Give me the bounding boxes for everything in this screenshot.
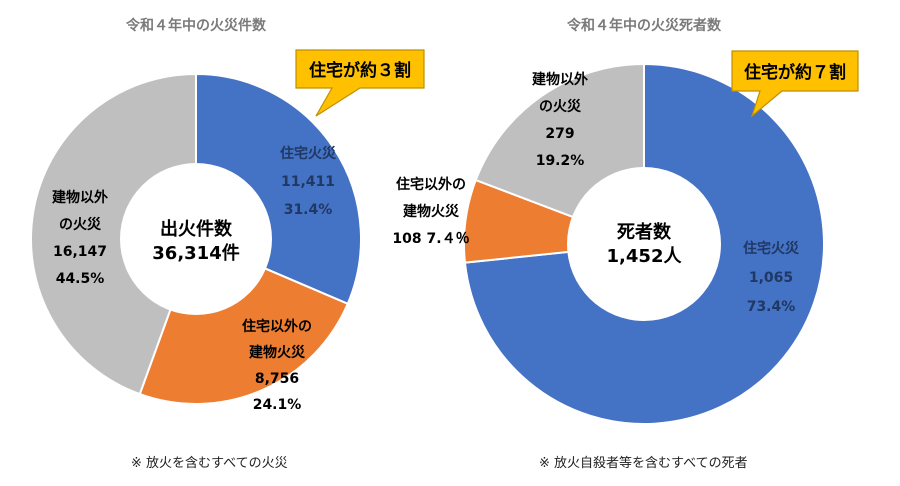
slice-label: 住宅火災 1,065 73.4% [743,240,800,315]
slice-label-line: 11,411 [281,174,335,190]
slice-label-line: 住宅火災 [280,145,337,162]
slice-label-line: 24.1% [253,397,302,413]
donut-hole [120,163,272,315]
chart-left: 令和４年中の火災件数 出火件数 36,314件 住宅火災 11,411 31.4%住… [30,17,425,471]
slice-labels: 住宅火災 11,411 31.4% 住宅以外の建物火災 8,756 24.1% 建物以外の火… [52,145,337,413]
slice-label-line: 73.4% [747,299,796,315]
slice-label: 住宅火災 11,411 31.4% [280,145,337,218]
slice-label-line: 16,147 [53,244,107,260]
footnote: ※ 放火自殺者等を含むすべての死者 [539,455,748,471]
callout: 住宅が約７割 [731,50,859,118]
center-label-value: 1,452人 [607,246,683,267]
slice-label: 建物以外の火災 279 19.2% [532,71,588,169]
slice-label: 建物以外の火災 16,147 44.5% [52,189,108,287]
footnote: ※ 放火を含むすべての火災 [131,455,288,471]
donut-slice [30,72,197,396]
slice-label-line: 住宅以外の [396,176,466,193]
slice-label-line: 44.5% [56,271,105,287]
slice-label-line: 279 [545,126,574,142]
center-label-title: 出火件数 [160,218,233,240]
donut-hole [567,167,721,321]
slice-label-line: 8,756 [255,371,299,387]
slice-label-line: 住宅以外の [242,318,312,335]
chart-right: 令和４年中の火災死者数 死者数 1,452人 住宅火災 1,065 73.4% 住宅以… [392,17,859,471]
callout-bubble [731,50,859,118]
callout: 住宅が約３割 [295,49,425,117]
slice-label-line: 108 7.４％ [392,231,469,247]
callout-bubble [295,49,425,117]
slice-label-line: 31.4% [284,202,333,218]
callout-text: 住宅が約７割 [744,62,846,83]
slice-label-line: 住宅火災 [743,240,800,257]
slice-label-line: 1,065 [749,270,793,286]
slice-label: 住宅以外の建物火災 108 7.４％ [392,176,469,247]
center-label-title: 死者数 [617,221,672,243]
slice-label-line: の火災 [539,99,582,115]
chart-title: 令和４年中の火災件数 [125,17,267,34]
slice-label: 住宅以外の建物火災 8,756 24.1% [242,318,312,413]
slice-labels: 住宅火災 1,065 73.4% 住宅以外の建物火災 108 7.４％ 建物以外の火災 27… [392,71,800,315]
slice-label-line: 建物火災 [249,344,306,361]
callout-text: 住宅が約３割 [309,60,411,81]
slice-label-line: 19.2% [536,153,585,169]
slice-label-line: 建物火災 [403,203,460,220]
center-label-value: 36,314件 [152,242,239,264]
slice-label-line: 建物以外 [52,189,108,206]
chart-title: 令和４年中の火災死者数 [566,17,722,34]
slice-label-line: の火災 [59,217,102,233]
slice-label-line: 建物以外 [532,71,588,88]
